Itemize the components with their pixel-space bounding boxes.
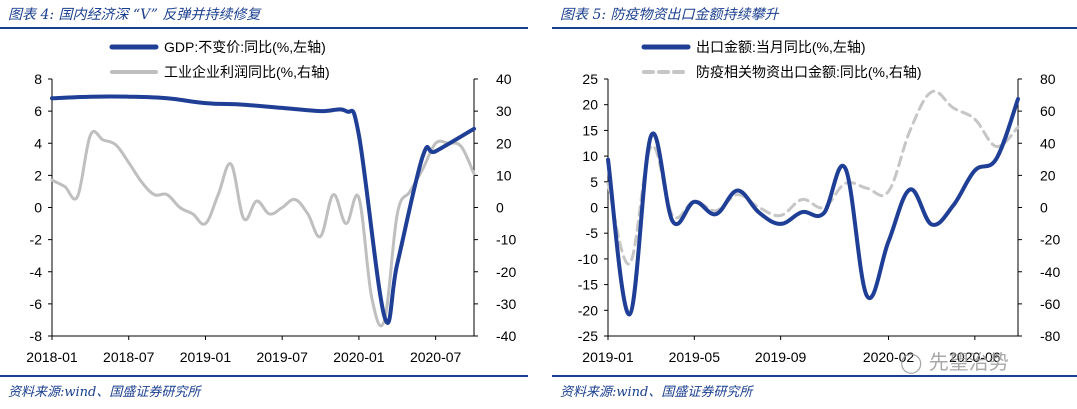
x-tick-label: 2019-01 bbox=[180, 349, 232, 365]
legend-label: 防疫相关物资出口金额:同比(%,右轴) bbox=[696, 64, 922, 80]
right-tick-label: -20 bbox=[496, 264, 516, 280]
right-tick-label: 0 bbox=[496, 200, 504, 216]
left-tick-label: -8 bbox=[30, 328, 43, 344]
x-tick-label: 2019-07 bbox=[256, 349, 308, 365]
right-tick-label: 20 bbox=[496, 135, 512, 151]
chart-panel-right: 图表 5: 防疫物资出口金额持续攀升 25 20 15 10 5 0 -5 -10 -15 -20… bbox=[552, 0, 1077, 409]
right-tick-label: -40 bbox=[496, 328, 516, 344]
left-tick-label: -15 bbox=[578, 277, 598, 293]
chart-panel-left: 图表 4: 国内经济深 “V” 反弹并持续修复 8 6 4 2 0 -2 -4 -6 -8 40 3… bbox=[0, 0, 528, 409]
watermark: ◯ 先望治势 bbox=[900, 346, 1009, 375]
x-tick-label: 2018-01 bbox=[26, 349, 78, 365]
chat-bubble-icon: ◯ bbox=[900, 350, 923, 374]
right-tick-label: 40 bbox=[496, 71, 512, 87]
left-tick-label: 10 bbox=[582, 148, 598, 164]
right-tick-label: -10 bbox=[496, 232, 516, 248]
x-tick-label: 2019-09 bbox=[755, 349, 807, 365]
line-chart: 86420-2-4-6-8403020100-10-20-30-402018-0… bbox=[26, 39, 516, 365]
figure-title: 图表 5: 防疫物资出口金额持续攀升 bbox=[560, 7, 779, 23]
legend-label: 工业企业利润同比(%,右轴) bbox=[164, 64, 330, 80]
legend-label: GDP:不变价:同比(%,左轴) bbox=[164, 39, 326, 55]
x-tick-label: 2019-01 bbox=[582, 349, 634, 365]
right-tick-label: 60 bbox=[1040, 103, 1056, 119]
right-tick-label: 20 bbox=[1040, 167, 1056, 183]
right-tick-label: 80 bbox=[1040, 71, 1056, 87]
left-tick-label: -4 bbox=[30, 264, 43, 280]
right-tick-label: -30 bbox=[496, 296, 516, 312]
left-tick-label: -25 bbox=[578, 328, 598, 344]
right-tick-label: 40 bbox=[1040, 135, 1056, 151]
source-note: 资料来源:wind、国盛证券研究所 bbox=[8, 385, 201, 400]
x-tick-label: 2020-02 bbox=[863, 349, 915, 365]
left-tick-label: 0 bbox=[590, 200, 598, 216]
x-tick-label: 2020-06 bbox=[949, 349, 1001, 365]
series-line bbox=[50, 129, 476, 328]
x-tick-label: 2020-07 bbox=[410, 349, 462, 365]
left-tick-label: 0 bbox=[34, 200, 42, 216]
x-tick-label: 2018-07 bbox=[103, 349, 155, 365]
right-tick-label: -20 bbox=[1040, 232, 1060, 248]
right-tick-label: 30 bbox=[496, 103, 512, 119]
left-tick-label: 20 bbox=[582, 97, 598, 113]
left-tick-label: 8 bbox=[34, 71, 42, 87]
right-tick-label: -40 bbox=[1040, 264, 1060, 280]
left-tick-label: -20 bbox=[578, 302, 598, 318]
left-tick-label: 5 bbox=[590, 174, 598, 190]
figure-title: 图表 4: 国内经济深 “V” 反弹并持续修复 bbox=[8, 7, 261, 23]
left-tick-label: 25 bbox=[582, 71, 598, 87]
right-tick-label: -80 bbox=[1040, 328, 1060, 344]
line-chart: 25 20 15 10 5 0 -5 -10 -15 -20 -25 80 60 40 20 0 -20 -40 -… bbox=[578, 39, 1061, 365]
left-tick-label: -5 bbox=[586, 225, 599, 241]
right-tick-label: 10 bbox=[496, 167, 512, 183]
source-divider bbox=[0, 375, 528, 377]
source-note: 资料来源:wind、国盛证券研究所 bbox=[560, 385, 753, 400]
series-line bbox=[606, 97, 1020, 317]
left-tick-label: 4 bbox=[34, 135, 42, 151]
title-divider bbox=[0, 27, 528, 29]
x-tick-label: 2020-01 bbox=[333, 349, 385, 365]
series-line bbox=[606, 89, 1020, 266]
right-tick-label: -60 bbox=[1040, 296, 1060, 312]
left-tick-label: 2 bbox=[34, 167, 42, 183]
x-tick-label: 2019-05 bbox=[669, 349, 721, 365]
source-divider bbox=[552, 375, 1077, 377]
legend-label: 出口金额:当月同比(%,左轴) bbox=[696, 39, 866, 55]
title-divider bbox=[552, 27, 1077, 29]
left-tick-label: 6 bbox=[34, 103, 42, 119]
left-tick-label: -6 bbox=[30, 296, 43, 312]
left-tick-label: -2 bbox=[30, 232, 43, 248]
series-line bbox=[50, 94, 476, 325]
left-tick-label: -10 bbox=[578, 251, 598, 267]
right-tick-label: 0 bbox=[1040, 200, 1048, 216]
left-tick-label: 15 bbox=[582, 122, 598, 138]
watermark-text: 先望治势 bbox=[928, 350, 1009, 374]
